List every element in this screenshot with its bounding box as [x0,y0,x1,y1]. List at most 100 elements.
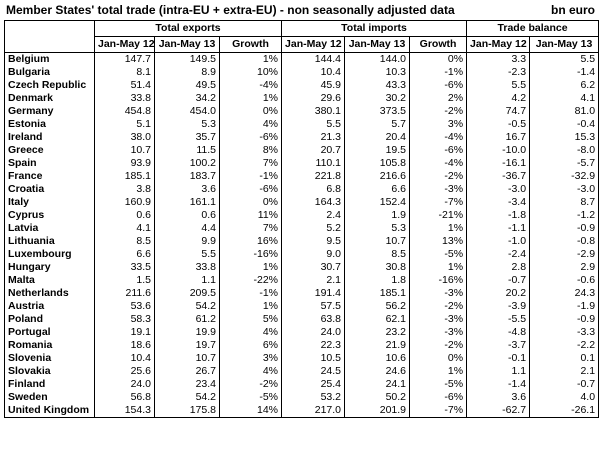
cell: -5% [218,391,283,404]
cell: 10.7 [94,144,155,157]
cell: 8.5 [344,248,411,261]
cell: 56.8 [94,391,155,404]
cell: 1% [218,300,283,313]
cell: 100.2 [154,157,220,170]
column-header: Jan-May 13 [529,36,600,53]
country: Malta [4,274,95,287]
cell: 5% [218,313,283,326]
cell: 1% [409,261,468,274]
data-row: Netherlands 211.6 209.5 -1% 191.4 185.1 -3% 20.… [4,287,600,300]
cell: 161.1 [154,196,220,209]
cell: 5.1 [94,118,155,131]
cell: 3% [409,118,468,131]
data-row: Austria 53.6 54.2 1% 57.5 56.2 -2% -3.9 -1.9 [4,300,600,313]
cell: -0.7 [466,274,531,287]
cell: 57.5 [281,300,346,313]
cell: -7% [409,404,468,418]
cell: 3% [218,352,283,365]
country: Romania [4,339,95,352]
country: Finland [4,378,95,391]
cell: -6% [218,183,283,196]
column-header: Growth [409,36,468,53]
cell: 7% [218,157,283,170]
cell: -26.1 [529,404,600,418]
unit: bn euro [551,3,595,17]
cell: 183.7 [154,170,220,183]
cell: 30.2 [344,92,411,105]
cell: 2.1 [529,365,600,378]
cell: 10.7 [154,352,220,365]
cell: 8.5 [94,235,155,248]
country: Netherlands [4,287,95,300]
cell: -1.9 [529,300,600,313]
cell: -3% [409,183,468,196]
cell: 56.2 [344,300,411,313]
country: Czech Republic [4,79,95,92]
cell: 1.8 [344,274,411,287]
cell: -2% [409,339,468,352]
cell: -0.7 [529,378,600,391]
country: Belgium [4,52,95,66]
cell: -0.5 [466,118,531,131]
cell: 3.6 [154,183,220,196]
cell: 19.1 [94,326,155,339]
cell: 24.5 [281,365,346,378]
cell: -4% [409,131,468,144]
cell: 1.9 [344,209,411,222]
country: Croatia [4,183,95,196]
cell: -1% [218,287,283,300]
cell: 4.1 [94,222,155,235]
cell: 1.1 [154,274,220,287]
cell: 25.6 [94,365,155,378]
cell: -5.7 [529,157,600,170]
cell: -2.2 [529,339,600,352]
data-row: Sweden 56.8 54.2 -5% 53.2 50.2 -6% 3.6 4.0 [4,391,600,404]
cell: 2% [409,92,468,105]
cell: 6.6 [94,248,155,261]
data-row: Lithuania 8.5 9.9 16% 9.5 10.7 13% -1.0 -0.8 [4,235,600,248]
cell: -8.0 [529,144,600,157]
country: Ireland [4,131,95,144]
column-header: Jan-May 12 [466,36,531,53]
cell: 10% [218,66,283,79]
data-row: France 185.1 183.7 -1% 221.8 216.6 -2% -36.7 -32… [4,170,600,183]
cell: -16% [409,274,468,287]
cell: 152.4 [344,196,411,209]
cell: 5.3 [344,222,411,235]
cell: 5.5 [154,248,220,261]
cell: -5% [409,378,468,391]
country: Estonia [4,118,95,131]
cell: 74.7 [466,105,531,118]
cell: 191.4 [281,287,346,300]
cell: 1% [409,365,468,378]
country: United Kingdom [4,404,95,418]
country: Cyprus [4,209,95,222]
country: Greece [4,144,95,157]
cell: 9.0 [281,248,346,261]
cell: 0% [409,52,468,66]
cell: 454.8 [94,105,155,118]
group-row: Total exports Total imports Trade balanc… [4,20,600,53]
data-row: Luxembourg 6.6 5.5 -16% 9.0 8.5 -5% -2.4 -2.9 [4,248,600,261]
cell: -32.9 [529,170,600,183]
country: France [4,170,95,183]
cell: 5.5 [466,79,531,92]
cell: -21% [409,209,468,222]
cell: 25.4 [281,378,346,391]
cell: 10.3 [344,66,411,79]
cell: 8% [218,144,283,157]
cell: 21.9 [344,339,411,352]
cell: -2.9 [529,248,600,261]
cell: 20.7 [281,144,346,157]
cell: 2.1 [281,274,346,287]
group-header: Trade balance [466,20,600,37]
cell: 2.9 [529,261,600,274]
cell: -6% [218,131,283,144]
group-header: Total imports [281,20,468,37]
country: Luxembourg [4,248,95,261]
title: Member States' total trade (intra-EU + e… [6,3,455,17]
cell: -3.9 [466,300,531,313]
column-header: Jan-May 12 [94,36,155,53]
cell: -7% [409,196,468,209]
column-header: Jan-May 12 [281,36,346,53]
